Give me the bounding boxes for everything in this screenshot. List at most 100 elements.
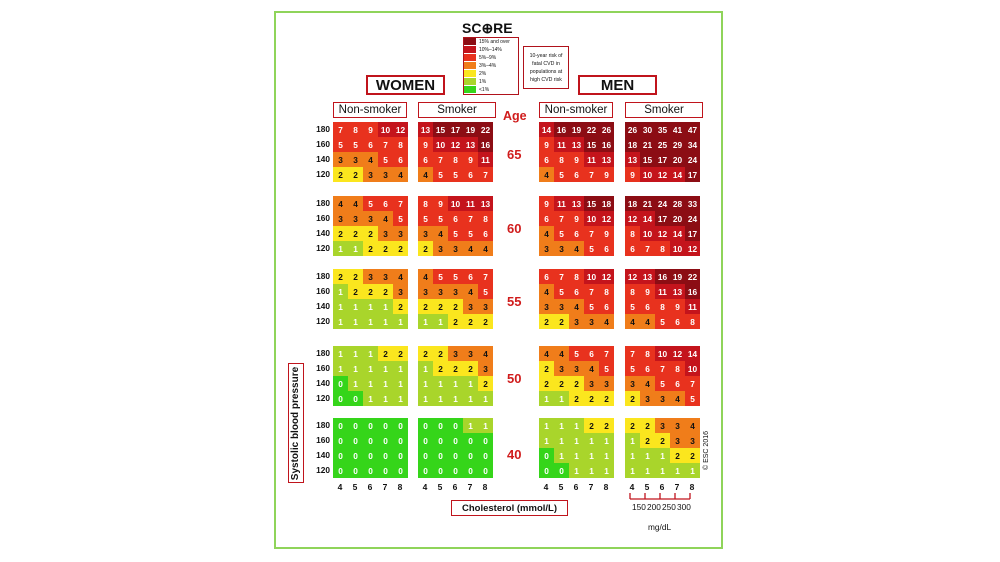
risk-cell: 3 <box>348 152 363 167</box>
risk-cell: 4 <box>478 241 493 256</box>
risk-cell: 10 <box>670 241 685 256</box>
risk-cell: 10 <box>378 122 393 137</box>
risk-cell: 3 <box>640 391 655 406</box>
risk-cell: 3 <box>363 211 378 226</box>
risk-cell: 0 <box>393 433 408 448</box>
risk-cell: 1 <box>670 463 685 478</box>
risk-cell: 0 <box>463 463 478 478</box>
risk-cell: 2 <box>478 376 493 391</box>
risk-cell: 3 <box>433 284 448 299</box>
cholesterol-tick-label: 7 <box>588 482 594 492</box>
risk-cell: 13 <box>569 196 584 211</box>
risk-cell: 0 <box>448 463 463 478</box>
risk-cell: 4 <box>433 226 448 241</box>
risk-cell: 5 <box>685 391 700 406</box>
risk-cell: 11 <box>584 152 599 167</box>
risk-cell: 0 <box>348 463 363 478</box>
risk-cell: 1 <box>378 361 393 376</box>
risk-cell: 7 <box>333 122 348 137</box>
risk-cell: 3 <box>655 418 670 433</box>
risk-cell: 3 <box>393 226 408 241</box>
risk-cell: 6 <box>448 211 463 226</box>
risk-cell: 5 <box>625 299 640 314</box>
sbp-tick-label: 120 <box>316 169 330 179</box>
risk-cell: 12 <box>655 226 670 241</box>
risk-cell: 5 <box>363 196 378 211</box>
risk-cell: 1 <box>539 391 554 406</box>
risk-cell: 1 <box>539 433 554 448</box>
risk-cell: 10 <box>685 361 700 376</box>
risk-cell: 0 <box>539 448 554 463</box>
risk-cell: 0 <box>463 448 478 463</box>
legend-swatch <box>464 86 476 93</box>
risk-cell: 8 <box>625 226 640 241</box>
risk-cell: 1 <box>554 391 569 406</box>
risk-cell: 16 <box>685 284 700 299</box>
sbp-tick-label: 120 <box>316 465 330 475</box>
legend-swatch <box>464 78 476 85</box>
sbp-tick-label: 160 <box>316 139 330 149</box>
risk-cell: 4 <box>569 241 584 256</box>
mgdl-tick-label: 250 <box>662 502 676 512</box>
risk-cell: 1 <box>539 418 554 433</box>
score-title: SC⊕RE <box>462 20 513 36</box>
risk-cell: 2 <box>463 361 478 376</box>
risk-cell: 2 <box>393 299 408 314</box>
risk-cell: 2 <box>584 391 599 406</box>
risk-cell: 0 <box>333 376 348 391</box>
risk-cell: 0 <box>333 418 348 433</box>
risk-cell: 3 <box>448 346 463 361</box>
risk-cell: 12 <box>625 211 640 226</box>
risk-cell: 2 <box>348 226 363 241</box>
risk-cell: 3 <box>418 284 433 299</box>
sbp-tick-label: 180 <box>316 124 330 134</box>
risk-cell: 11 <box>685 299 700 314</box>
risk-cell: 3 <box>463 346 478 361</box>
risk-cell: 1 <box>433 376 448 391</box>
risk-cell: 5 <box>478 284 493 299</box>
risk-cell: 4 <box>640 314 655 329</box>
risk-cell: 19 <box>569 122 584 137</box>
risk-cell: 2 <box>348 284 363 299</box>
risk-cell: 3 <box>539 299 554 314</box>
risk-cell: 9 <box>539 196 554 211</box>
risk-cell: 7 <box>640 241 655 256</box>
risk-cell: 3 <box>670 433 685 448</box>
cholesterol-tick-label: 6 <box>659 482 665 492</box>
legend-label: 5%–9% <box>479 54 497 61</box>
risk-cell: 29 <box>670 137 685 152</box>
risk-cell: 14 <box>685 346 700 361</box>
risk-cell: 2 <box>625 418 640 433</box>
age-label: 65 <box>507 147 522 162</box>
risk-cell: 12 <box>599 211 614 226</box>
risk-cell: 30 <box>640 122 655 137</box>
risk-cell: 26 <box>625 122 640 137</box>
risk-cell: 17 <box>655 152 670 167</box>
risk-cell: 2 <box>418 299 433 314</box>
risk-cell: 7 <box>554 269 569 284</box>
risk-cell: 1 <box>333 241 348 256</box>
risk-cell: 7 <box>655 361 670 376</box>
risk-cell: 3 <box>655 391 670 406</box>
risk-cell: 6 <box>670 376 685 391</box>
risk-cell: 21 <box>640 196 655 211</box>
sbp-tick-label: 180 <box>316 348 330 358</box>
sbp-tick-label: 120 <box>316 393 330 403</box>
risk-cell: 1 <box>599 463 614 478</box>
men-non-smoker-label: Non-smoker <box>539 102 613 118</box>
risk-cell: 0 <box>393 448 408 463</box>
risk-cell: 4 <box>625 314 640 329</box>
risk-cell: 1 <box>378 376 393 391</box>
risk-cell: 4 <box>670 391 685 406</box>
risk-cell: 8 <box>448 152 463 167</box>
risk-cell: 6 <box>599 299 614 314</box>
mgdl-tick-label: 200 <box>647 502 661 512</box>
legend-label: 1% <box>479 78 487 85</box>
risk-cell: 3 <box>463 299 478 314</box>
risk-cell: 2 <box>348 167 363 182</box>
cholesterol-tick-label: 7 <box>382 482 388 492</box>
risk-cell: 4 <box>539 284 554 299</box>
risk-cell: 4 <box>478 346 493 361</box>
risk-cell: 0 <box>433 448 448 463</box>
risk-cell: 5 <box>418 211 433 226</box>
